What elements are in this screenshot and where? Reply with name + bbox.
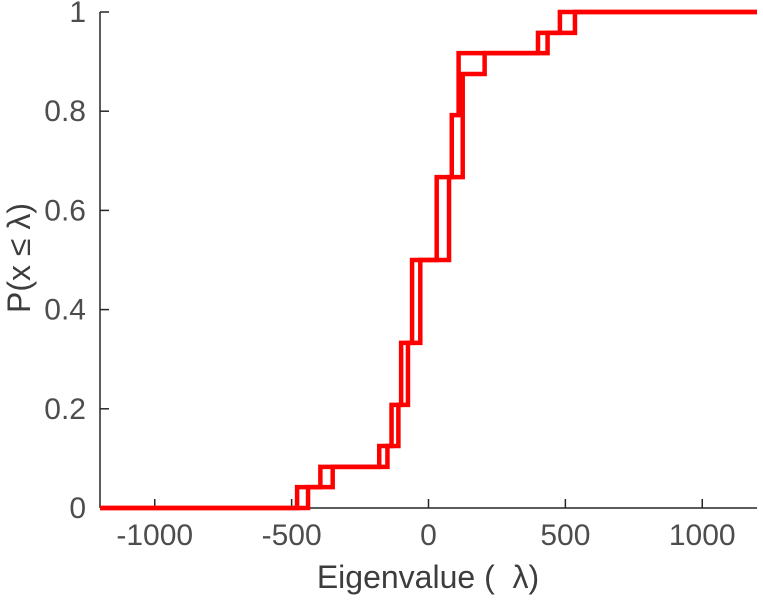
ecdf-line-1 bbox=[100, 9, 757, 511]
x-tick-labels: -1000 -500 0 500 1000 bbox=[116, 519, 735, 552]
y-tick-label: 1 bbox=[69, 0, 86, 29]
x-tick-label: 1000 bbox=[669, 519, 736, 552]
x-tick-label: 0 bbox=[420, 519, 437, 552]
y-tick-label: 0.6 bbox=[44, 194, 86, 227]
x-tick-label: -1000 bbox=[116, 519, 193, 552]
y-tick-label: 0.2 bbox=[44, 393, 86, 426]
x-tick-label: 500 bbox=[540, 519, 590, 552]
x-axis-label: Eigenvalue ( λ) bbox=[317, 559, 539, 595]
y-axis-label: P(x ≤ λ) bbox=[1, 203, 37, 313]
y-tick-label: 0 bbox=[69, 492, 86, 525]
y-tick-label: 0.4 bbox=[44, 294, 86, 327]
ecdf-line-2 bbox=[100, 9, 757, 511]
ecdf-series bbox=[100, 9, 757, 511]
y-tick-labels: 0 0.2 0.4 0.6 0.8 1 bbox=[44, 0, 86, 525]
y-tick-label: 0.8 bbox=[44, 95, 86, 128]
x-tick-label: -500 bbox=[262, 519, 322, 552]
y-ticks bbox=[100, 11, 109, 509]
